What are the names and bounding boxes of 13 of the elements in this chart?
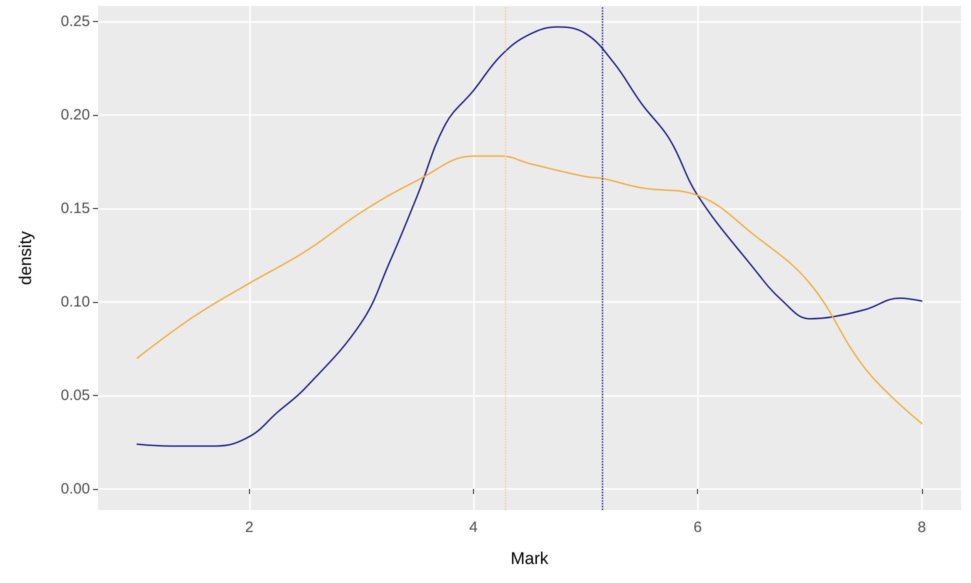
x-tick-label: 4 — [469, 519, 478, 536]
x-axis-title: Mark — [510, 549, 549, 568]
y-axis-title: density — [16, 230, 35, 285]
y-tick-label: 0.25 — [60, 12, 90, 30]
y-tick-label: 0.20 — [60, 106, 90, 124]
x-tick-label: 6 — [693, 519, 702, 536]
x-tick-label: 8 — [918, 519, 926, 536]
y-tick-label: 0.10 — [60, 293, 90, 310]
x-tick-label: 2 — [245, 519, 254, 536]
y-tick-label: 0.00 — [60, 480, 90, 498]
y-tick-label: 0.15 — [60, 200, 90, 217]
line-series — [136, 155, 922, 424]
y-tick-label: 0.05 — [60, 387, 90, 404]
